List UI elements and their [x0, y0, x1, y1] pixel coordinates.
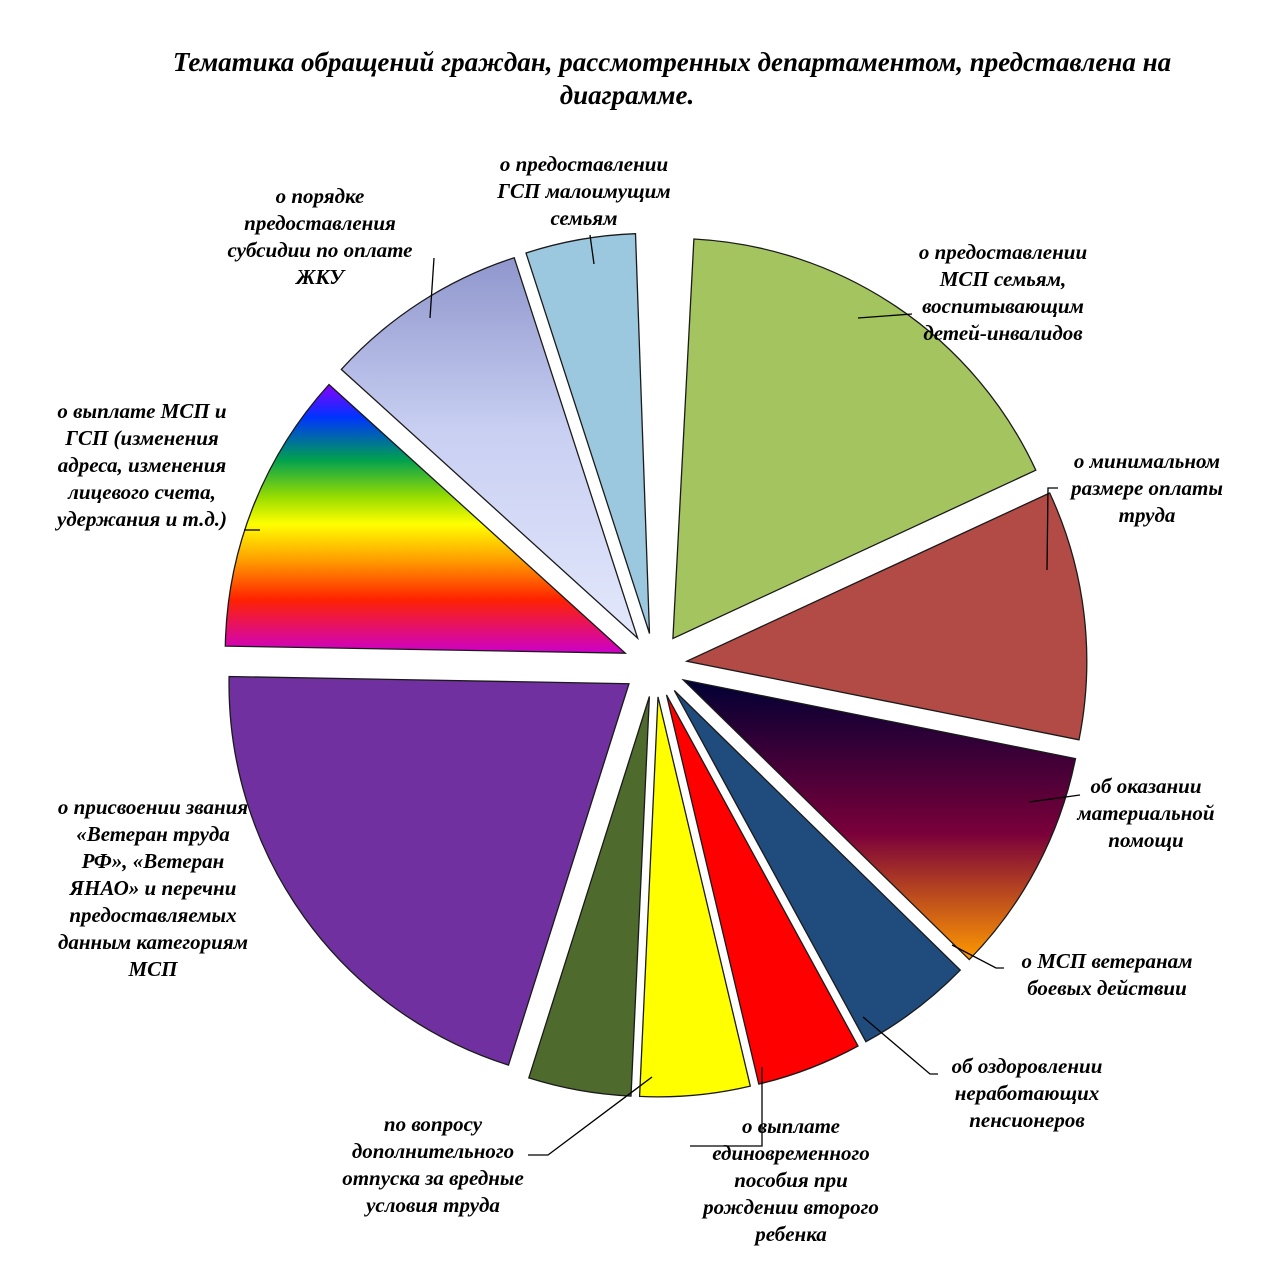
- slice-label-2-line-1: о минимальном: [1074, 449, 1220, 473]
- leader-line-5: [862, 1016, 938, 1075]
- pie-slices: [224, 233, 1088, 1098]
- pie-slice-3: [681, 678, 1077, 961]
- slice-label-3-line-3: помощи: [1108, 828, 1183, 852]
- pie-slice-4: [673, 690, 962, 1043]
- slice-label-10: о порядке предоставления субсидии по оплат…: [228, 184, 413, 289]
- slice-label-3: об оказании материальной помощи: [1076, 774, 1214, 852]
- slice-label-8-line-2: «Ветеран труда: [76, 822, 230, 846]
- pie-slice-2: [684, 492, 1088, 741]
- slice-label-7: по вопросу дополнительного отпуска за вред…: [342, 1112, 524, 1217]
- slice-label-1-line-4: детей-инвалидов: [923, 321, 1083, 345]
- slice-label-4-line-2: боевых действии: [1027, 976, 1187, 1000]
- slice-label-11-line-2: ГСП малоимущим: [496, 179, 670, 203]
- slice-label-8-line-3: РФ», «Ветеран: [81, 849, 225, 873]
- slice-label-6-line-1: о выплате: [742, 1114, 840, 1138]
- slice-label-2-line-2: размере оплаты: [1069, 476, 1223, 500]
- slice-label-6-line-5: ребенка: [753, 1222, 827, 1246]
- leader-line-4: [951, 944, 1004, 969]
- pie-slice-1: [672, 238, 1037, 640]
- slice-label-9: о выплате МСП и ГСП (изменения адреса, изм…: [54, 399, 227, 531]
- slice-label-8-line-5: предоставляемых: [69, 903, 236, 927]
- slice-label-7-line-1: по вопросу: [384, 1112, 483, 1136]
- slice-label-1: о предоставлении МСП семьям, воспитывающим…: [919, 240, 1087, 345]
- leader-line-6: [690, 1067, 763, 1147]
- slice-label-2: о минимальном размере оплаты труда: [1069, 449, 1223, 527]
- slice-label-8-line-6: данным категориям: [58, 930, 248, 954]
- slice-label-10-line-3: субсидии по оплате: [228, 238, 413, 262]
- pie-slice-7: [527, 696, 651, 1097]
- slice-label-7-line-4: условия труда: [363, 1193, 500, 1217]
- slice-label-8-line-7: МСП: [127, 957, 178, 981]
- slice-label-2-line-3: труда: [1119, 503, 1176, 527]
- pie-slice-8: [228, 675, 630, 1066]
- slice-label-11-line-3: семьям: [550, 206, 617, 230]
- slice-label-9-line-1: о выплате МСП и: [57, 399, 226, 423]
- leader-lines: [244, 234, 1081, 1156]
- leader-line-1: [857, 313, 913, 319]
- slice-label-6: о выплате единовременного пособия при рожде…: [701, 1114, 879, 1246]
- leader-line-10: [429, 257, 435, 319]
- slice-label-10-line-4: ЖКУ: [294, 265, 346, 289]
- slice-label-5: об оздоровлении неработающих пенсионеров: [952, 1054, 1103, 1132]
- slice-label-5-line-2: неработающих: [955, 1081, 1100, 1105]
- slice-label-9-line-4: лицевого счета,: [67, 480, 216, 504]
- slice-label-8-line-4: ЯНАО» и перечни: [69, 876, 237, 900]
- slice-label-8-line-1: о присвоении звания: [58, 795, 248, 819]
- slice-label-7-line-3: отпуска за вредные: [342, 1166, 524, 1190]
- leader-line-7: [528, 1076, 653, 1156]
- leader-line-3: [1028, 794, 1081, 803]
- slice-label-10-line-2: предоставления: [244, 211, 396, 235]
- slice-labels: о предоставлении МСП семьям, воспитывающим…: [54, 152, 1223, 1246]
- slice-label-4-line-1: о МСП ветеранам: [1021, 949, 1192, 973]
- slice-label-1-line-3: воспитывающим: [922, 294, 1084, 318]
- chart-title-line-2: диаграмме.: [560, 80, 695, 110]
- slice-label-1-line-2: МСП семьям,: [939, 267, 1067, 291]
- pie-slice-6: [638, 696, 752, 1098]
- slice-label-5-line-3: пенсионеров: [969, 1108, 1085, 1132]
- slice-label-11: о предоставлении ГСП малоимущим семьям: [496, 152, 670, 230]
- slice-label-3-line-1: об оказании: [1090, 774, 1201, 798]
- slice-label-7-line-2: дополнительного: [352, 1139, 514, 1163]
- slice-label-9-line-3: адреса, изменения: [58, 453, 227, 477]
- slice-label-3-line-2: материальной: [1076, 801, 1214, 825]
- chart-title-line-1: Тематика обращений граждан, рассмотренны…: [173, 47, 1171, 77]
- chart-title: Тематика обращений граждан, рассмотренны…: [173, 47, 1171, 110]
- slice-label-8: о присвоении звания «Ветеран труда РФ», «В…: [58, 795, 248, 981]
- slice-label-9-line-5: удержания и т.д.): [54, 507, 227, 531]
- slice-label-6-line-3: пособия при: [734, 1168, 848, 1192]
- slice-label-6-line-4: рождении второго: [701, 1195, 879, 1219]
- pie-slice-5: [665, 694, 859, 1085]
- slice-label-11-line-1: о предоставлении: [500, 152, 668, 176]
- pie-slice-10: [340, 256, 639, 641]
- slice-label-9-line-2: ГСП (изменения: [64, 426, 219, 450]
- pie-slice-9: [224, 383, 628, 654]
- slice-label-6-line-2: единовременного: [712, 1141, 870, 1165]
- slice-label-1-line-1: о предоставлении: [919, 240, 1087, 264]
- leader-line-2: [1046, 487, 1058, 571]
- slice-label-5-line-1: об оздоровлении: [952, 1054, 1103, 1078]
- slice-label-4: о МСП ветеранам боевых действии: [1021, 949, 1192, 1000]
- pie-slice-11: [525, 233, 651, 634]
- leader-line-11: [589, 234, 595, 265]
- slice-label-10-line-1: о порядке: [276, 184, 365, 208]
